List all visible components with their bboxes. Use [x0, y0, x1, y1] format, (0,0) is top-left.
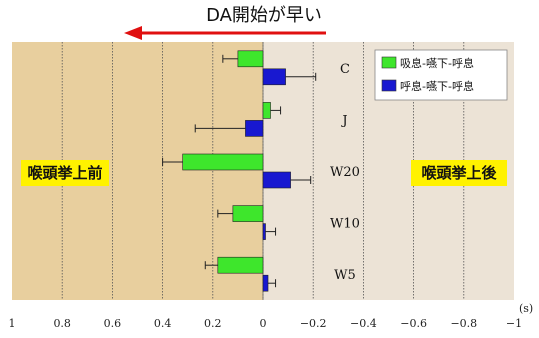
bar-W20-series-1: [182, 153, 264, 171]
x-tick-label: 1: [9, 317, 16, 330]
legend-swatch-series-2: [381, 79, 397, 92]
header-text: DA開始が早い: [206, 5, 322, 26]
x-tick-label: −0.6: [400, 317, 427, 330]
x-tick-label: −1: [506, 317, 522, 330]
category-label-W20: W20: [330, 165, 360, 180]
bar-C-series-2: [262, 68, 286, 86]
legend: 吸息-嚥下-呼息 呼息-嚥下-呼息: [374, 49, 508, 101]
category-labels: C J W20 W10 W5: [330, 62, 360, 283]
x-tick-label: 0: [260, 317, 267, 330]
x-tick-label: −0.2: [300, 317, 327, 330]
left-region-label-text: 喉頭挙上前: [27, 164, 102, 182]
legend-label-series-1: 吸息-嚥下-呼息: [400, 56, 474, 70]
left-region-label: 喉頭挙上前: [21, 160, 109, 186]
bar-W5-series-2: [262, 274, 269, 292]
x-tick-label: 0.2: [204, 317, 222, 330]
x-tick-label: 0.8: [53, 317, 71, 330]
header-banner: DA開始が早い: [124, 5, 326, 40]
right-region-label: 喉頭挙上後: [411, 160, 507, 186]
right-region-label-text: 喉頭挙上後: [421, 164, 497, 182]
x-tick-labels: 1 0.8 0.6 0.4 0.2 0 −0.2 −0.4 −0.6 −0.8 −1: [9, 317, 523, 330]
bar-W20-series-2: [262, 171, 291, 189]
x-tick-label: −0.8: [450, 317, 477, 330]
legend-swatch-series-1: [381, 56, 397, 69]
category-label-W5: W5: [334, 268, 356, 283]
legend-label-series-2: 呼息-嚥下-呼息: [400, 79, 474, 93]
left-region-label-box: [21, 160, 109, 186]
bar-C-series-1: [237, 50, 264, 68]
direction-arrow-head: [124, 26, 142, 40]
category-label-J: J: [340, 113, 347, 128]
x-unit-label: (s): [519, 302, 533, 315]
x-tick-label: 0.4: [154, 317, 172, 330]
right-region-label-box: [411, 160, 507, 186]
error-bars-layer: [162, 54, 317, 288]
category-label-W10: W10: [330, 217, 360, 232]
legend-box: [374, 49, 508, 101]
x-tick-label: −0.4: [350, 317, 377, 330]
category-label-C: C: [340, 62, 350, 77]
bar-J-series-1: [262, 102, 271, 119]
bar-W5-series-1: [217, 256, 264, 274]
bar-W10-series-1: [232, 205, 264, 222]
bar-W10-series-2: [262, 223, 266, 240]
bars-layer: [182, 50, 291, 292]
x-tick-label: 0.6: [104, 317, 122, 330]
bar-J-series-2: [245, 120, 264, 137]
